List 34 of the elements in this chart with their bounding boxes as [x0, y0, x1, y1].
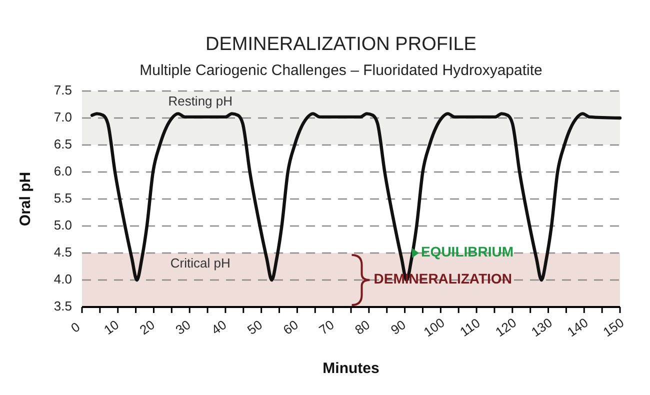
x-tick-label: 150 [600, 314, 627, 340]
x-tick-label: 60 [280, 317, 301, 338]
x-tick-label: 30 [172, 317, 194, 338]
y-tick-label: 4.0 [54, 271, 72, 286]
y-tick-label: 6.5 [54, 136, 72, 152]
x-tick-label: 140 [564, 314, 591, 340]
x-tick-label: 100 [420, 314, 448, 340]
chart-subtitle: Multiple Cariogenic Challenges – Fluoridated Hydroxyapatite [140, 62, 542, 79]
annotation: EQUILIBRIUM [420, 244, 514, 260]
band-label: Resting pH [168, 94, 233, 109]
y-tick-label: 3.5 [54, 298, 72, 314]
x-tick-label: 90 [388, 317, 408, 338]
line-series [90, 112, 622, 282]
chart-title: DEMINERALIZATION PROFILE [206, 34, 476, 55]
x-tick-label: 130 [528, 314, 555, 340]
x-tick-label: 40 [208, 317, 230, 338]
y-tick-label: 5.5 [54, 190, 72, 206]
y-tick-label: 7.0 [54, 109, 72, 124]
x-tick-label: 50 [244, 317, 265, 338]
x-axis-title: Minutes [322, 360, 380, 377]
y-tick-label: 4.5 [54, 244, 72, 260]
x-tick-label: 20 [136, 317, 158, 338]
band-label: Critical pH [170, 256, 230, 271]
y-tick-label: 6.0 [54, 163, 72, 178]
annotation: DEMINERALIZATION [374, 270, 512, 287]
y-axis-title: Oral pH [17, 172, 34, 226]
y-tick-label: 5.0 [54, 217, 72, 232]
x-tick-label: 120 [492, 314, 520, 340]
x-tick-label: 10 [101, 317, 122, 338]
y-tick-label: 7.5 [54, 82, 72, 98]
x-tick-label: 70 [316, 317, 337, 338]
x-tick-label: 0 [68, 319, 83, 336]
x-tick-label: 80 [352, 317, 373, 338]
x-tick-label: 110 [457, 315, 483, 340]
